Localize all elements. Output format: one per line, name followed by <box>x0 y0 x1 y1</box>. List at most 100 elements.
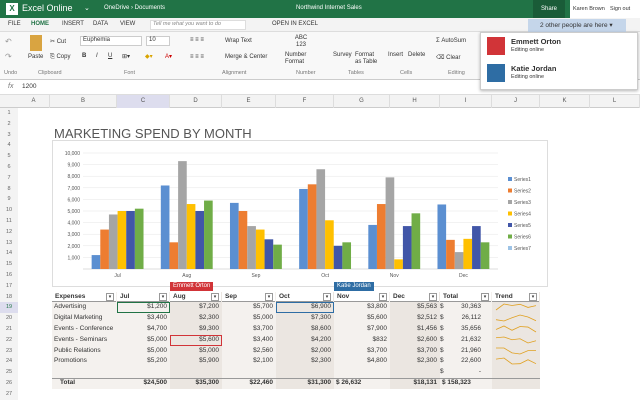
italic-button[interactable]: I <box>96 53 98 59</box>
tab-home[interactable]: HOME <box>31 21 49 27</box>
row-label[interactable]: Advertising <box>54 303 87 311</box>
app-menu-chevron-icon[interactable]: ⌄ <box>84 5 90 12</box>
table-cell[interactable]: 35,656 <box>461 325 481 332</box>
row-header[interactable]: 1 <box>0 108 18 119</box>
table-cell[interactable]: $ <box>440 325 444 332</box>
table-cell[interactable]: $9,300 <box>199 325 219 332</box>
row-header[interactable]: 23 <box>0 345 18 357</box>
row-label[interactable]: Digital Marketing <box>54 314 103 322</box>
column-header[interactable]: E <box>222 95 276 108</box>
table-cell[interactable]: $1,200 <box>147 303 167 311</box>
open-in-excel-button[interactable]: OPEN IN EXCEL <box>272 21 319 27</box>
filter-dropdown-icon[interactable]: ▾ <box>211 293 219 302</box>
table-cell[interactable]: $5,600 <box>199 335 219 343</box>
delete-cells-button[interactable]: Delete <box>408 52 426 58</box>
filter-dropdown-icon[interactable]: ▾ <box>529 293 537 302</box>
row-header[interactable]: 2 <box>0 118 18 130</box>
row-header[interactable]: 11 <box>0 216 18 227</box>
table-cell[interactable]: $2,512 <box>417 314 437 322</box>
filter-dropdown-icon[interactable]: ▾ <box>265 293 273 302</box>
row-header[interactable]: 6 <box>0 162 18 173</box>
column-header[interactable]: D <box>170 95 222 108</box>
column-header[interactable]: F <box>276 95 334 108</box>
row-header[interactable]: 18 <box>0 291 18 303</box>
chart[interactable]: 1,000 2,000 3,000 4,000 5,000 6,000 7,000 8,000… <box>52 140 548 287</box>
tab-view[interactable]: VIEW <box>120 21 136 27</box>
table-cell[interactable]: $3,700 <box>253 325 273 332</box>
formula-input[interactable]: 1200 <box>22 83 37 90</box>
table-cell[interactable]: $ <box>440 314 444 322</box>
total-cell[interactable]: $24,500 <box>143 379 168 386</box>
font-color-icon[interactable]: A▾ <box>165 54 173 60</box>
filter-dropdown-icon[interactable]: ▾ <box>323 293 331 302</box>
table-cell[interactable]: $5,000 <box>147 335 167 343</box>
row-header[interactable]: 21 <box>0 324 18 335</box>
table-cell[interactable]: $5,000 <box>147 346 167 354</box>
table-cell[interactable]: $3,400 <box>253 335 273 343</box>
total-cell[interactable]: $22,460 <box>249 379 274 386</box>
undo-icon[interactable]: ↶ <box>5 37 12 46</box>
row-label[interactable]: Events - Seminars <box>54 335 108 343</box>
table-cell[interactable]: $2,300 <box>199 314 219 322</box>
align-top-icon[interactable]: ≡ ≡ ≡ <box>190 37 204 43</box>
table-cell[interactable]: $2,000 <box>311 346 331 354</box>
redo-icon[interactable]: ↷ <box>5 52 12 61</box>
paste-icon[interactable] <box>30 35 42 51</box>
table-cell[interactable] <box>170 367 222 378</box>
row-label[interactable]: Public Relations <box>54 346 101 354</box>
merge-center-button[interactable]: Merge & Center <box>225 54 268 60</box>
table-cell[interactable]: $5,000 <box>199 346 219 354</box>
table-cell[interactable]: $4,800 <box>367 357 387 365</box>
table-cell[interactable]: $5,900 <box>199 357 219 365</box>
autosum-button[interactable]: Σ AutoSum <box>436 38 467 44</box>
row-label[interactable]: Promotions <box>54 357 87 365</box>
total-cell[interactable]: $35,300 <box>195 379 220 386</box>
filter-dropdown-icon[interactable]: ▾ <box>159 293 167 302</box>
wrap-text-button[interactable]: Wrap Text <box>225 38 252 44</box>
column-header[interactable]: G <box>334 95 390 108</box>
table-cell[interactable]: $8,600 <box>311 325 331 332</box>
table-cell[interactable]: $3,700 <box>367 346 387 354</box>
column-header[interactable]: B <box>50 95 117 108</box>
row-header[interactable]: 16 <box>0 270 18 281</box>
row-header[interactable]: 10 <box>0 205 18 216</box>
column-header[interactable]: H <box>390 95 440 108</box>
fill-color-icon[interactable]: ◆▾ <box>145 54 153 60</box>
total-cell[interactable]: $ 158,323 <box>442 379 471 386</box>
row-header[interactable]: 26 <box>0 378 18 389</box>
table-cell[interactable]: $5,563 <box>417 303 437 311</box>
total-label[interactable]: Total <box>60 379 76 386</box>
copy-button[interactable]: ⎘ Copy <box>50 54 71 60</box>
table-cell[interactable]: - <box>478 368 481 376</box>
table-cell[interactable]: $ <box>440 357 444 365</box>
number-format-button[interactable]: Number Format <box>285 52 307 65</box>
row-header[interactable]: 9 <box>0 194 18 206</box>
row-header[interactable]: 25 <box>0 367 18 378</box>
user-name[interactable]: Karen Brown <box>570 0 610 18</box>
table-cell[interactable] <box>222 367 276 378</box>
row-header[interactable]: 14 <box>0 248 18 260</box>
presence-button[interactable]: 2 other people are here ▾ <box>528 19 626 32</box>
column-header[interactable]: A <box>18 95 50 108</box>
column-header[interactable]: K <box>540 95 590 108</box>
table-cell[interactable]: 21,632 <box>461 335 481 343</box>
table-cell[interactable]: $2,100 <box>253 357 273 365</box>
table-cell[interactable]: $832 <box>372 335 387 343</box>
table-cell[interactable]: 22,600 <box>461 357 481 365</box>
table-cell[interactable]: $6,900 <box>311 303 331 311</box>
row-header[interactable]: 4 <box>0 140 18 152</box>
font-size-select[interactable]: 10 <box>146 36 170 46</box>
table-cell[interactable]: $5,000 <box>253 314 273 322</box>
survey-button[interactable]: Survey <box>333 52 352 58</box>
table-cell[interactable] <box>276 367 334 378</box>
format-as-table-button[interactable]: Format as Table <box>355 52 378 65</box>
row-header[interactable]: 27 <box>0 388 18 400</box>
table-cell[interactable] <box>334 367 390 378</box>
total-cell[interactable]: $18,131 <box>413 379 438 386</box>
table-cell[interactable]: $7,200 <box>199 303 219 311</box>
row-header[interactable]: 5 <box>0 151 18 162</box>
app-name[interactable]: Excel Online <box>22 3 73 13</box>
row-header[interactable]: 17 <box>0 280 18 292</box>
table-cell[interactable] <box>117 367 170 378</box>
tab-file[interactable]: FILE <box>8 21 21 27</box>
